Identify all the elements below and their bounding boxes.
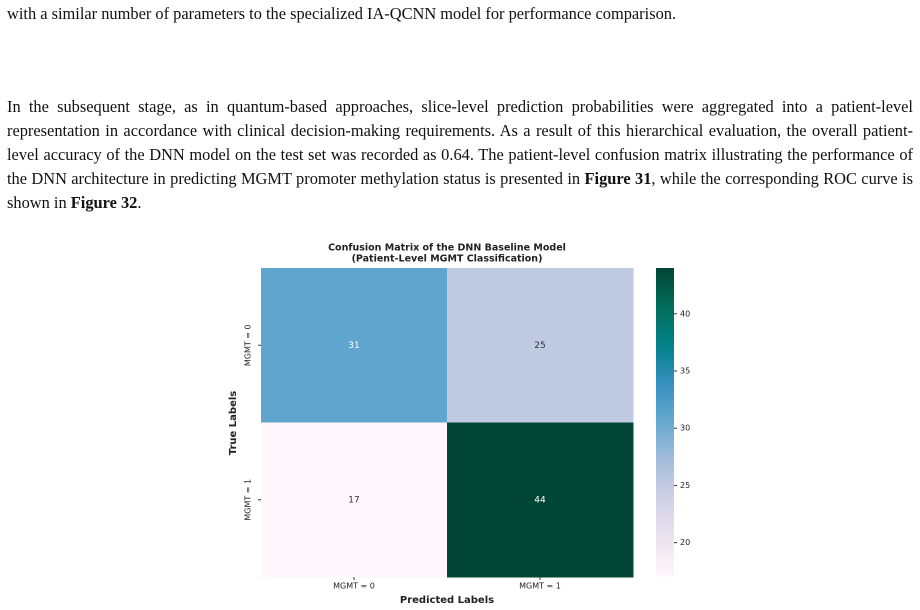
paragraph: with a similar number of parameters to t… [7,2,913,26]
y-tick-label: MGMT = 1 [244,479,253,521]
heatmap-cell [261,422,448,578]
x-axis-label: Predicted Labels [400,595,494,606]
colorbar [656,268,674,577]
heatmap-cell [447,422,634,578]
text-run: . [137,193,142,212]
x-tick-label: MGMT = 0 [333,582,375,591]
cell-label: 17 [348,495,359,505]
colorbar-tick-label: 25 [680,481,690,490]
y-tick-label: MGMT = 0 [244,324,253,366]
text-run: with a similar number of parameters to t… [7,4,677,23]
paragraph: In the subsequent stage, as in quantum-b… [7,95,913,215]
colorbar-tick-label: 40 [680,309,690,318]
cell-label: 25 [534,341,545,351]
text-run: In the subsequent stage, as in quantum-b… [7,97,913,188]
colorbar-tick-label: 30 [680,424,690,433]
text-run: , while the corresponding ROC curve is s… [7,169,914,212]
bold-text: Figure 32 [70,193,138,212]
y-axis-label: True Labels [228,391,239,456]
heatmap-cell [447,268,634,423]
cell-label: 44 [534,495,546,505]
heatmap-cell [261,268,448,423]
colorbar-tick-label: 35 [680,367,690,376]
chart-title: (Patient-Level MGMT Classification) [352,254,543,265]
bold-text: Figure 31 [584,169,652,188]
chart-title: Confusion Matrix of the DNN Baseline Mod… [328,243,566,254]
cell-label: 31 [348,341,359,351]
colorbar-tick-label: 20 [680,538,690,547]
x-tick-label: MGMT = 1 [519,582,561,591]
